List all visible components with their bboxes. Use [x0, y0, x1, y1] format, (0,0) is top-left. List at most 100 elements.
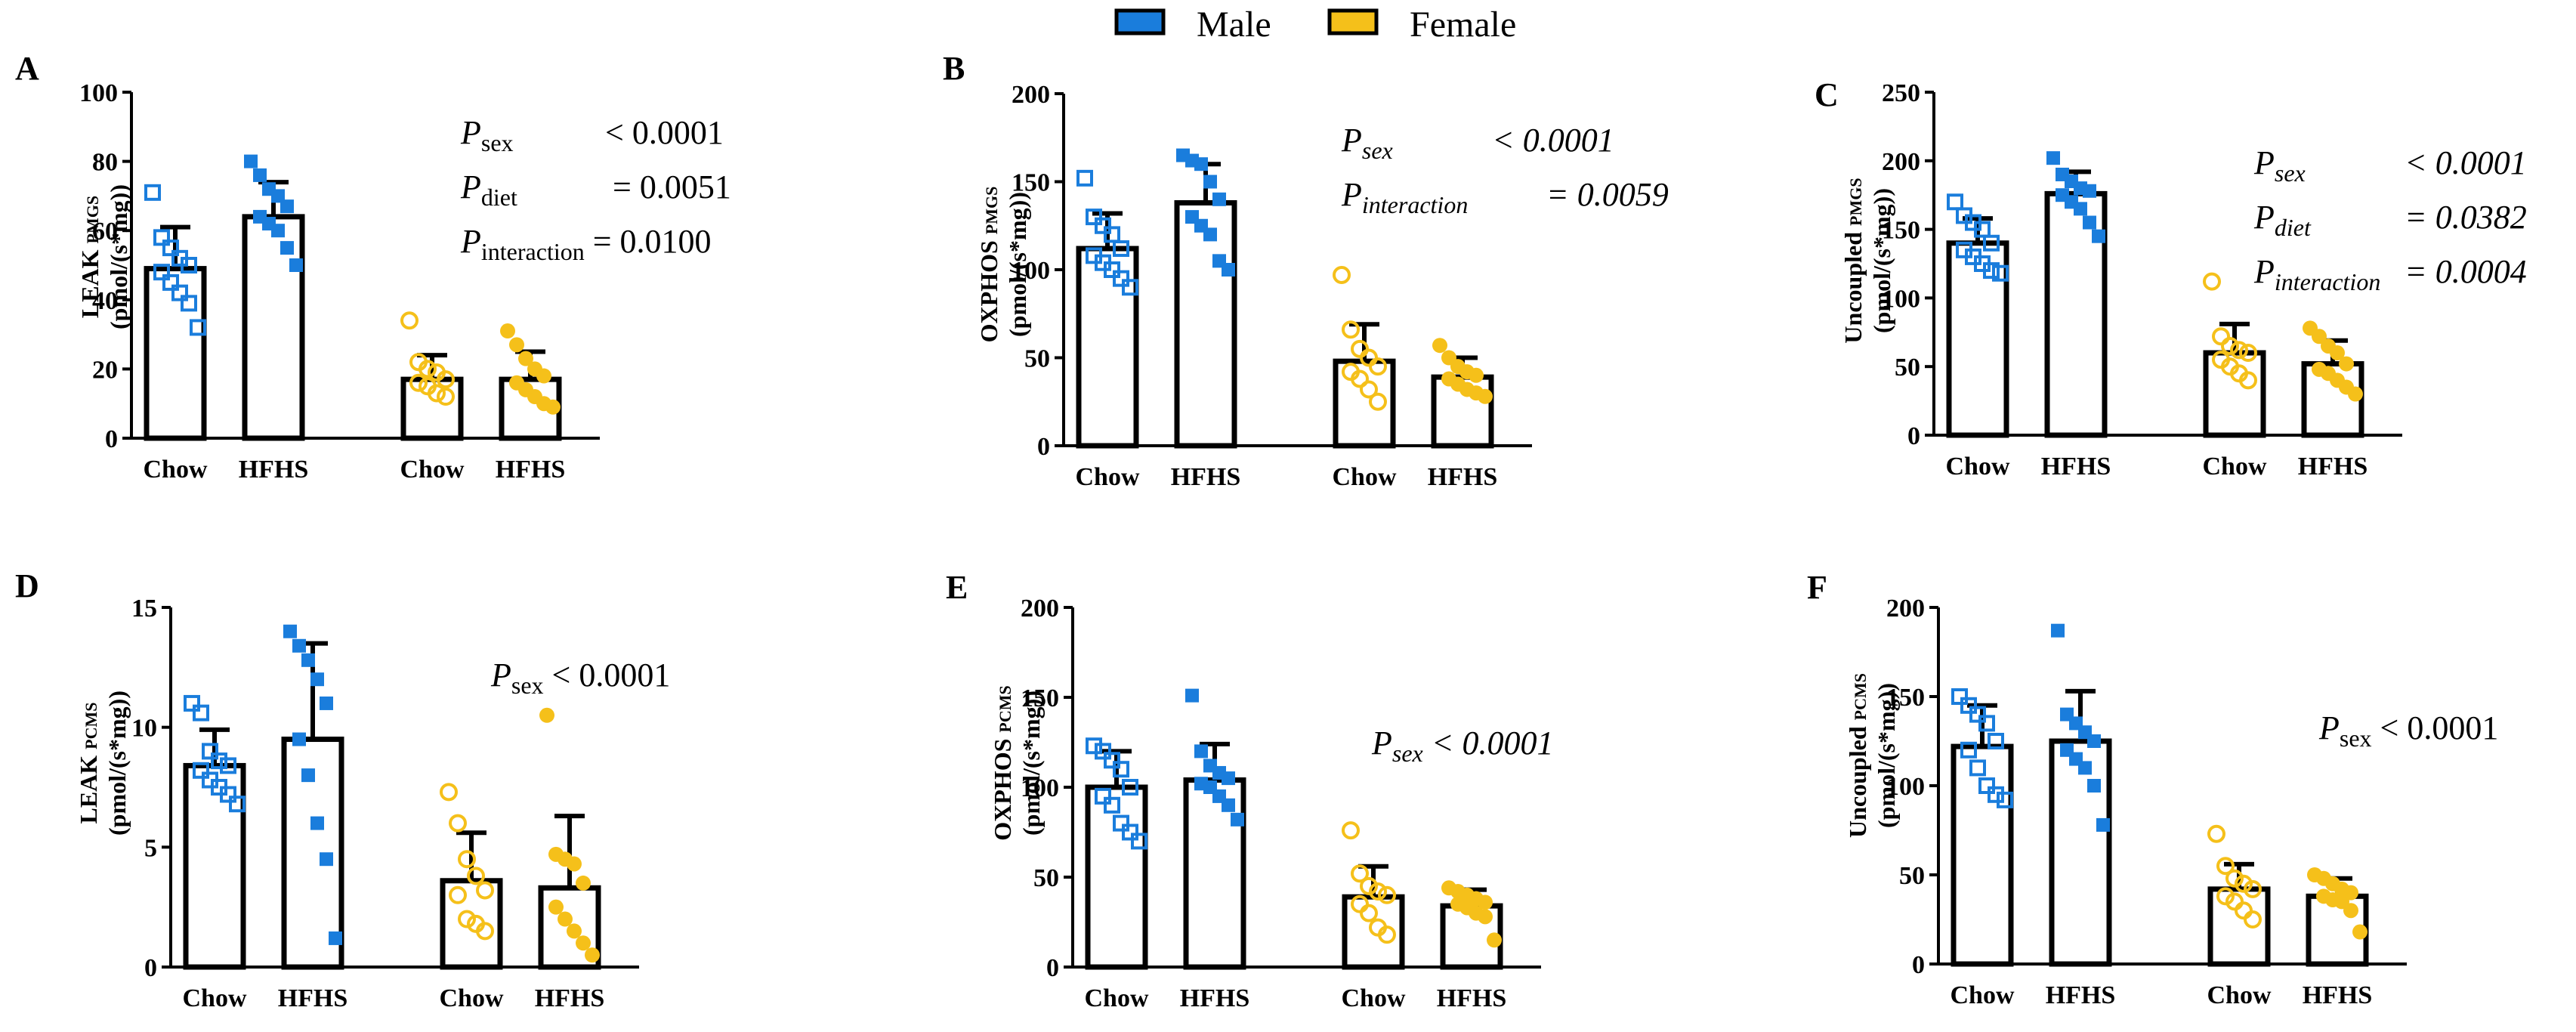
data-point [2225, 869, 2244, 888]
data-point [289, 258, 303, 272]
y-axis-label-main: LEAK [76, 243, 103, 318]
panel-d: D 0 5 10 15 LEAK PCMS (pmol/(s*mg)) Chow HFHS Cho… [15, 567, 670, 1012]
data-point [2352, 924, 2368, 940]
x-tick-label: HFHS [239, 456, 309, 484]
data-point [2207, 824, 2225, 843]
data-point [1983, 262, 2000, 280]
x-tick-label: HFHS [2046, 981, 2116, 1009]
bar [144, 266, 207, 441]
data-point [576, 935, 591, 951]
y-tick-label: 100 [79, 79, 118, 107]
p-symbol: P [2253, 144, 2275, 181]
data-point [193, 762, 209, 779]
y-tick-label: 100 [1886, 773, 1925, 801]
x-tick-label: Chow [2202, 453, 2266, 480]
y-tick-label: 10 [131, 715, 157, 743]
data-point [509, 337, 524, 353]
y-axis-label-main: LEAK [75, 749, 102, 824]
data-point [2046, 151, 2060, 165]
p-value-annotation: Pdiet = 0.0382 [2253, 199, 2527, 241]
data-point [1369, 392, 1387, 411]
p-subscript: interaction [2275, 268, 2380, 295]
bar [1085, 784, 1148, 970]
data-point [1095, 743, 1111, 760]
data-point [1360, 876, 1378, 895]
data-point [576, 875, 591, 891]
y-axis-label-main: Uncoupled [1844, 720, 1871, 838]
data-point [171, 284, 188, 301]
y-tick-label: 40 [92, 287, 118, 315]
data-point [2092, 229, 2105, 243]
data-point [2244, 910, 2262, 928]
data-point [153, 229, 170, 246]
data-point [476, 922, 494, 941]
p-value: = 0.0100 [585, 223, 712, 260]
data-point [280, 241, 294, 255]
y-axis-label-sub: PMGS [83, 196, 102, 244]
y-tick-label: 60 [92, 218, 118, 246]
data-point [585, 947, 600, 963]
y-tick-label: 15 [131, 595, 157, 623]
y-axis-label-sub: PCMS [1851, 673, 1870, 720]
p-subscript: diet [2275, 214, 2312, 241]
data-point [1342, 821, 1360, 840]
y-axis-label-sub: PMGS [1846, 178, 1865, 226]
data-point [329, 931, 342, 945]
p-symbol: P [490, 657, 511, 694]
data-point [2230, 341, 2248, 360]
y-tick-label: 200 [1012, 81, 1050, 109]
data-point [2087, 734, 2101, 748]
data-point [2221, 336, 2239, 355]
p-symbol: P [1371, 725, 1392, 762]
y-tick-label: 50 [1899, 862, 1925, 890]
data-point [536, 368, 551, 384]
data-point [1113, 761, 1129, 778]
data-point [190, 319, 206, 336]
y-axis-label-main: OXPHOS [975, 234, 1002, 342]
y-axis-label-sub: PMGS [982, 187, 1001, 235]
data-point [244, 154, 258, 168]
y-axis-label: Uncoupled PMGS [1839, 178, 1867, 343]
data-point [437, 370, 455, 389]
x-tick-label: HFHS [496, 456, 566, 484]
y-axis-label: Uncoupled PCMS [1844, 673, 1871, 838]
data-point [1351, 864, 1369, 883]
x-tick-label: HFHS [2041, 453, 2111, 480]
data-point [280, 199, 294, 214]
data-point [292, 638, 306, 653]
x-tick-label: Chow [400, 456, 464, 484]
data-point [1104, 226, 1120, 243]
p-value-annotation: Psex < 0.0001 [1341, 122, 1614, 164]
data-point [2083, 215, 2096, 230]
y-tick-label: 200 [1886, 595, 1925, 623]
y-axis-label: LEAK PMGS [76, 196, 103, 318]
data-point [1351, 369, 1369, 388]
data-point [1113, 240, 1129, 258]
data-point [458, 850, 476, 869]
data-point [1222, 798, 1235, 812]
p-subscript: sex [1362, 137, 1393, 164]
y-tick-label: 100 [1882, 285, 1920, 313]
data-point [144, 184, 161, 201]
data-point [220, 757, 236, 774]
x-tick-label: HFHS [278, 984, 348, 1012]
data-point [467, 867, 485, 885]
p-subscript: sex [1392, 740, 1423, 767]
data-point [184, 694, 200, 712]
p-value-annotation: Psex < 0.0001 [490, 657, 670, 699]
data-point [1212, 192, 1226, 206]
data-point [1095, 787, 1111, 805]
legend-female-label: Female [1410, 5, 1516, 45]
data-point [1076, 169, 1093, 187]
data-point [1104, 752, 1120, 769]
data-point [2339, 356, 2354, 372]
data-point [1478, 895, 1493, 910]
p-value-annotation: Pinteraction = 0.0004 [2253, 253, 2527, 295]
data-point [292, 732, 306, 746]
p-value: = 0.0382 [2396, 199, 2527, 236]
data-point [162, 239, 179, 257]
y-axis-unit: (pmol/(s*mg)) [103, 691, 131, 836]
data-point [567, 856, 582, 872]
y-tick-label: 5 [144, 834, 157, 862]
